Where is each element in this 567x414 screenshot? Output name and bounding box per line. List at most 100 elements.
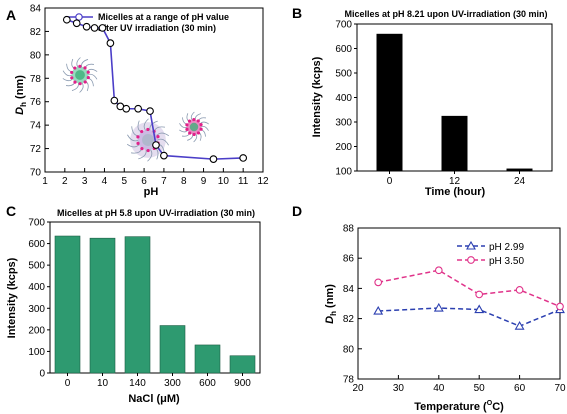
panel-b-y-label: Intensity (kcps) — [311, 56, 323, 137]
panel-d-data-point — [514, 321, 525, 330]
micelle-chain — [179, 123, 188, 129]
panel-a-y-tick-label: 76 — [30, 97, 42, 108]
panel-a-y-label: Dh (nm) — [14, 75, 28, 115]
panel-b-y-tick-label: 600 — [335, 44, 352, 55]
micelle-dot — [78, 64, 82, 68]
panel-a-y-tick-label: 84 — [30, 4, 42, 15]
panel-label-a: A — [6, 7, 16, 23]
panel-b-title: Micelles at pH 8.21 upon UV-irradiation … — [344, 9, 547, 19]
panel-c-bar — [194, 344, 221, 374]
panel-c-title: Micelles at pH 5.8 upon UV-irradiation (… — [57, 208, 255, 218]
panel-d-y-tick-label: 82 — [343, 314, 355, 325]
panel-a-x-tick-label: 10 — [218, 176, 230, 187]
micelle-chain — [138, 149, 147, 160]
panel-d-y-label: Dh (nm) — [324, 284, 338, 324]
panel-a-x-tick-label: 1 — [42, 176, 48, 187]
panel-a-y-tick-label: 82 — [30, 27, 42, 38]
micelle-dot — [192, 132, 196, 137]
panel-a-y-tick-label: 70 — [30, 168, 42, 179]
panel-b-bar — [441, 115, 468, 171]
panel-a-x-tick-label: 11 — [238, 176, 249, 187]
panel-a-frame — [44, 7, 264, 173]
micelle-dot — [70, 70, 74, 75]
panel-d-data-point — [373, 305, 384, 315]
panel-c-y-tick-label: 100 — [28, 347, 45, 358]
panel-b-x-tick-label: 24 — [514, 176, 526, 187]
panel-b-y-tick-label: 500 — [335, 69, 352, 80]
panel-d-x-tick-label: 60 — [514, 383, 526, 394]
micelle-center — [142, 134, 154, 146]
panel-b-y-tick-label: 700 — [335, 20, 352, 31]
micelle-dot — [86, 75, 90, 80]
micelle-dot — [196, 119, 200, 123]
panel-a-x-tick-label: 5 — [121, 176, 127, 187]
panel-d-y-tick-label: 78 — [343, 375, 355, 386]
panel-d-x-tick-label: 20 — [352, 383, 364, 394]
panel-c-bar — [89, 237, 116, 374]
panel-b-y-tick-label: 200 — [335, 142, 352, 153]
panel-a-legend-line2: after UV irradiation (30 min) — [98, 23, 216, 33]
panel-c-y-tick-label: 400 — [28, 282, 45, 293]
micelle-dot — [192, 117, 196, 122]
micelle-chain — [200, 125, 209, 131]
panel-d-frame — [357, 227, 561, 380]
panel-c-bar — [229, 355, 256, 374]
panel-c-x-tick-label: 140 — [129, 378, 146, 389]
panel-label-c: C — [6, 203, 16, 219]
micelle-dot — [140, 129, 144, 134]
panel-a-data-point — [209, 155, 218, 163]
micelle-dot — [187, 119, 192, 123]
micelle-center — [189, 122, 199, 132]
panel-b-x-tick-label: 0 — [387, 176, 393, 187]
panel-d-legend-label: pH 3.50 — [489, 256, 524, 267]
panel-b-x-label: Time (hour) — [425, 186, 486, 198]
panel-c-y-tick-label: 700 — [28, 218, 45, 229]
micelle-illustration-1 — [62, 57, 98, 93]
micelle-dot — [83, 80, 87, 84]
panel-a-x-tick-label: 2 — [62, 176, 68, 187]
micelle-chain — [126, 143, 140, 148]
panel-a-data-point — [160, 151, 168, 160]
micelle-chain — [193, 133, 198, 143]
micelle-dot — [136, 135, 140, 139]
panel-a-data-point — [98, 24, 107, 32]
panel-a-data-point — [82, 22, 91, 31]
panel-c-y-tick-label: 300 — [28, 304, 45, 315]
micelle-chain — [127, 134, 139, 142]
micelle-chain — [81, 59, 89, 68]
panel-d-data-point — [374, 278, 383, 287]
panel-a-data-point — [62, 15, 71, 24]
panel-b-y-tick-label: 300 — [335, 118, 352, 129]
micelle-center — [75, 70, 85, 80]
panel-d-series-line — [378, 307, 561, 327]
micelle-dot — [156, 135, 160, 139]
micelle-chain — [71, 82, 79, 91]
panel-c-y-tick-label: 500 — [28, 261, 45, 272]
micelle-dot — [146, 148, 150, 153]
micelle-dot — [188, 131, 192, 135]
panel-label-b: B — [292, 5, 302, 21]
panel-a-y-tick-label: 72 — [30, 144, 42, 155]
micelle-dot — [78, 82, 82, 86]
panel-c-y-tick-label: 200 — [28, 325, 45, 336]
panel-a-data-point — [146, 107, 154, 115]
panel-b-chart: Micelles at pH 8.21 upon UV-irradiation … — [311, 9, 553, 198]
panel-d-data-point — [434, 266, 443, 275]
panel-a-data-point — [106, 39, 115, 47]
panel-c-y-label: Intensity (kcps) — [6, 257, 18, 338]
panel-c-x-tick-label: 300 — [164, 378, 181, 389]
panel-c-frame — [49, 221, 261, 374]
panel-b-bar — [376, 33, 403, 171]
panel-a-data-point — [239, 154, 248, 162]
panel-c-x-label: NaCl (μM) — [128, 393, 180, 405]
micelle-dot — [70, 76, 74, 80]
panel-a-y-tick-label: 80 — [30, 50, 42, 61]
panel-b-x-tick-label: 12 — [449, 176, 461, 187]
micelle-dot — [185, 127, 189, 131]
panel-a-data-point — [72, 19, 81, 28]
panel-d-legend-marker — [467, 256, 475, 264]
panel-a-data-point — [122, 104, 131, 113]
panel-d-x-tick-label: 50 — [474, 383, 486, 394]
panel-a-x-label: pH — [144, 186, 159, 198]
